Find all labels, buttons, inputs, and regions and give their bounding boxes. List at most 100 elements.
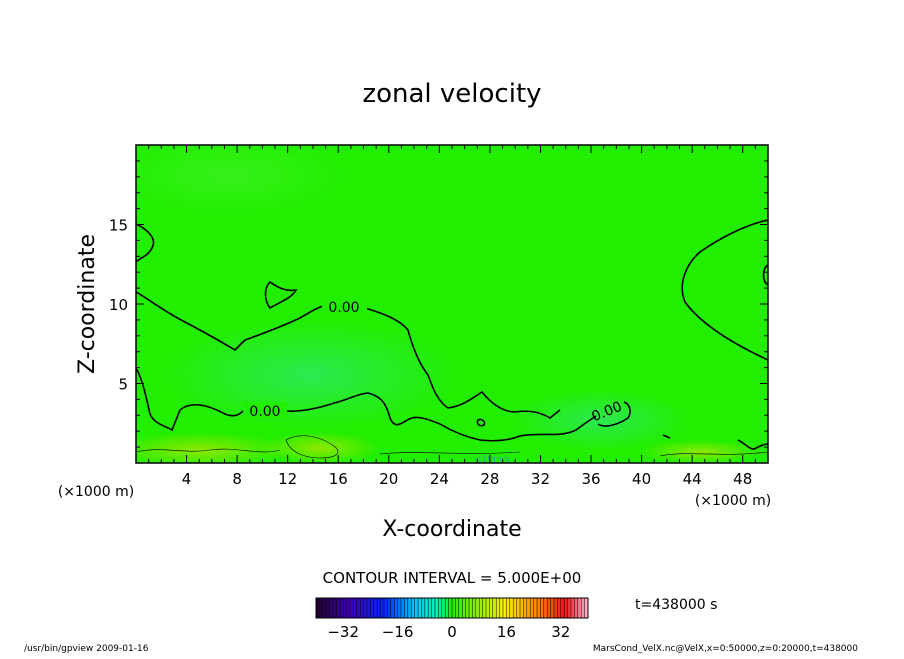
- contour-line-right-loop: [681, 219, 768, 361]
- label-backdrop-1: [322, 297, 367, 313]
- plot-field: <10m/s: [136, 145, 768, 463]
- shade-cool-center: [160, 320, 460, 430]
- contour-thin-bottom-left: [136, 448, 281, 453]
- colorbar-swatch: [455, 598, 460, 618]
- colorbar-swatch: [465, 598, 470, 618]
- colorbar-swatch: [418, 598, 422, 618]
- x-tick-label: 28: [480, 470, 499, 488]
- colorbar-swatch: [537, 598, 541, 618]
- y-axis: 5 10 15: [109, 160, 768, 448]
- contour-lines-thin: [136, 435, 768, 459]
- colorbar-swatch: [435, 598, 439, 618]
- colorbar-swatch: [540, 598, 545, 618]
- colorbar-swatch: [360, 598, 364, 618]
- colorbar-swatch: [428, 598, 432, 618]
- colorbar-swatch: [520, 598, 524, 618]
- x-tick-label: 44: [683, 470, 702, 488]
- colorbar-swatch: [503, 598, 507, 618]
- x-tick-label: 32: [531, 470, 550, 488]
- colorbar-tick-label: 0: [447, 623, 457, 641]
- colorbar-swatch: [421, 598, 426, 618]
- x-tick-label: 12: [278, 470, 297, 488]
- colorbar-swatch: [377, 598, 381, 618]
- colorbar-swatch: [441, 598, 446, 618]
- colorbar-swatch: [557, 598, 562, 618]
- colorbar-swatch: [353, 598, 358, 618]
- colorbar-swatch: [424, 598, 429, 618]
- colorbar-swatch: [479, 598, 483, 618]
- contour-line-small-1: [476, 418, 486, 427]
- colorbar-swatch: [469, 598, 473, 618]
- time-label: t=438000 s: [635, 597, 717, 613]
- contour-line-lower: [136, 367, 597, 442]
- colorbar-swatch: [550, 598, 555, 618]
- colorbar-swatch: [350, 598, 354, 618]
- colorbar-frame: [315, 597, 589, 619]
- x-tick-label: 36: [581, 470, 600, 488]
- contour-thin-bottom-right: [659, 451, 768, 457]
- colorbar-swatch: [407, 598, 412, 618]
- shade-warm-bottom-mid: [260, 432, 380, 463]
- shade-light-top: [136, 145, 350, 215]
- colorbar-swatch: [506, 598, 511, 618]
- y-axis-label: Z-coordinate: [75, 234, 100, 374]
- x-axis-label: X-coordinate: [382, 517, 521, 542]
- colorbar-swatch: [394, 598, 398, 618]
- colorbar-swatch: [489, 598, 494, 618]
- contour-thin-low-mid: [379, 451, 521, 455]
- colorbar-swatch: [384, 598, 388, 618]
- colorbar-swatch: [404, 598, 409, 618]
- colorbar-swatch: [448, 598, 453, 618]
- colorbar-swatch: [319, 598, 324, 618]
- colorbar-swatch: [486, 598, 490, 618]
- colorbar-swatch: [564, 598, 568, 618]
- colorbar-swatch: [482, 598, 487, 618]
- x-tick-label: 24: [430, 470, 449, 488]
- shade-warm-bottom-right: [640, 440, 760, 463]
- chart-title: zonal velocity: [362, 79, 541, 109]
- colorbar-ticks: −32 −16 0 16 32: [327, 623, 570, 641]
- colorbar-swatch: [438, 598, 443, 618]
- contour-line-upper: [136, 291, 561, 419]
- colorbar-swatch: [458, 598, 463, 618]
- x-tick-label: 16: [329, 470, 348, 488]
- colorbar-swatch: [380, 598, 385, 618]
- colorbar-swatch: [462, 598, 466, 618]
- colorbar-swatch: [574, 598, 579, 618]
- colorbar-swatch: [411, 598, 415, 618]
- colorbar-swatch: [390, 598, 395, 618]
- colorbar-swatch: [397, 598, 402, 618]
- colorbar-swatch: [560, 598, 565, 618]
- x-tick-label: 8: [232, 470, 242, 488]
- colorbar-swatch: [496, 598, 500, 618]
- colorbar: [315, 598, 589, 618]
- colorbar-swatch: [356, 598, 361, 618]
- y-unit-label: (×1000 m): [58, 484, 134, 500]
- footer-right: MarsCond_VelX.nc@VelX,x=0:50000,z=0:2000…: [593, 644, 858, 654]
- colorbar-swatch: [363, 598, 368, 618]
- colorbar-swatch: [401, 598, 405, 618]
- contour-line-small-2: [662, 434, 671, 439]
- contour-thin-bottom-mid: [285, 435, 339, 459]
- colorbar-swatch: [577, 598, 582, 618]
- colorbar-swatch: [387, 598, 392, 618]
- contour-line-island: [264, 280, 298, 310]
- colorbar-swatch: [326, 598, 330, 618]
- colorbar-swatch: [322, 598, 327, 618]
- contour-line-small-3: [737, 439, 768, 450]
- colorbar-tick-label: −32: [327, 623, 359, 641]
- colorbar-swatch: [329, 598, 334, 618]
- colorbar-swatch: [343, 598, 347, 618]
- contour-line-top-left: [136, 223, 155, 263]
- colorbar-swatch: [445, 598, 449, 618]
- colorbar-swatch: [523, 598, 528, 618]
- contour-line-right-edge: [762, 264, 768, 286]
- contour-label-lower: 0.00: [249, 404, 280, 420]
- contour-line-lower-right: [597, 401, 631, 427]
- shade-warm-bottom-left: [136, 432, 290, 463]
- x-axis: 4 8 12 16 20 24 28 32 36 40 44 48: [148, 145, 756, 488]
- x-tick-label: 48: [733, 470, 752, 488]
- colorbar-swatch: [373, 598, 378, 618]
